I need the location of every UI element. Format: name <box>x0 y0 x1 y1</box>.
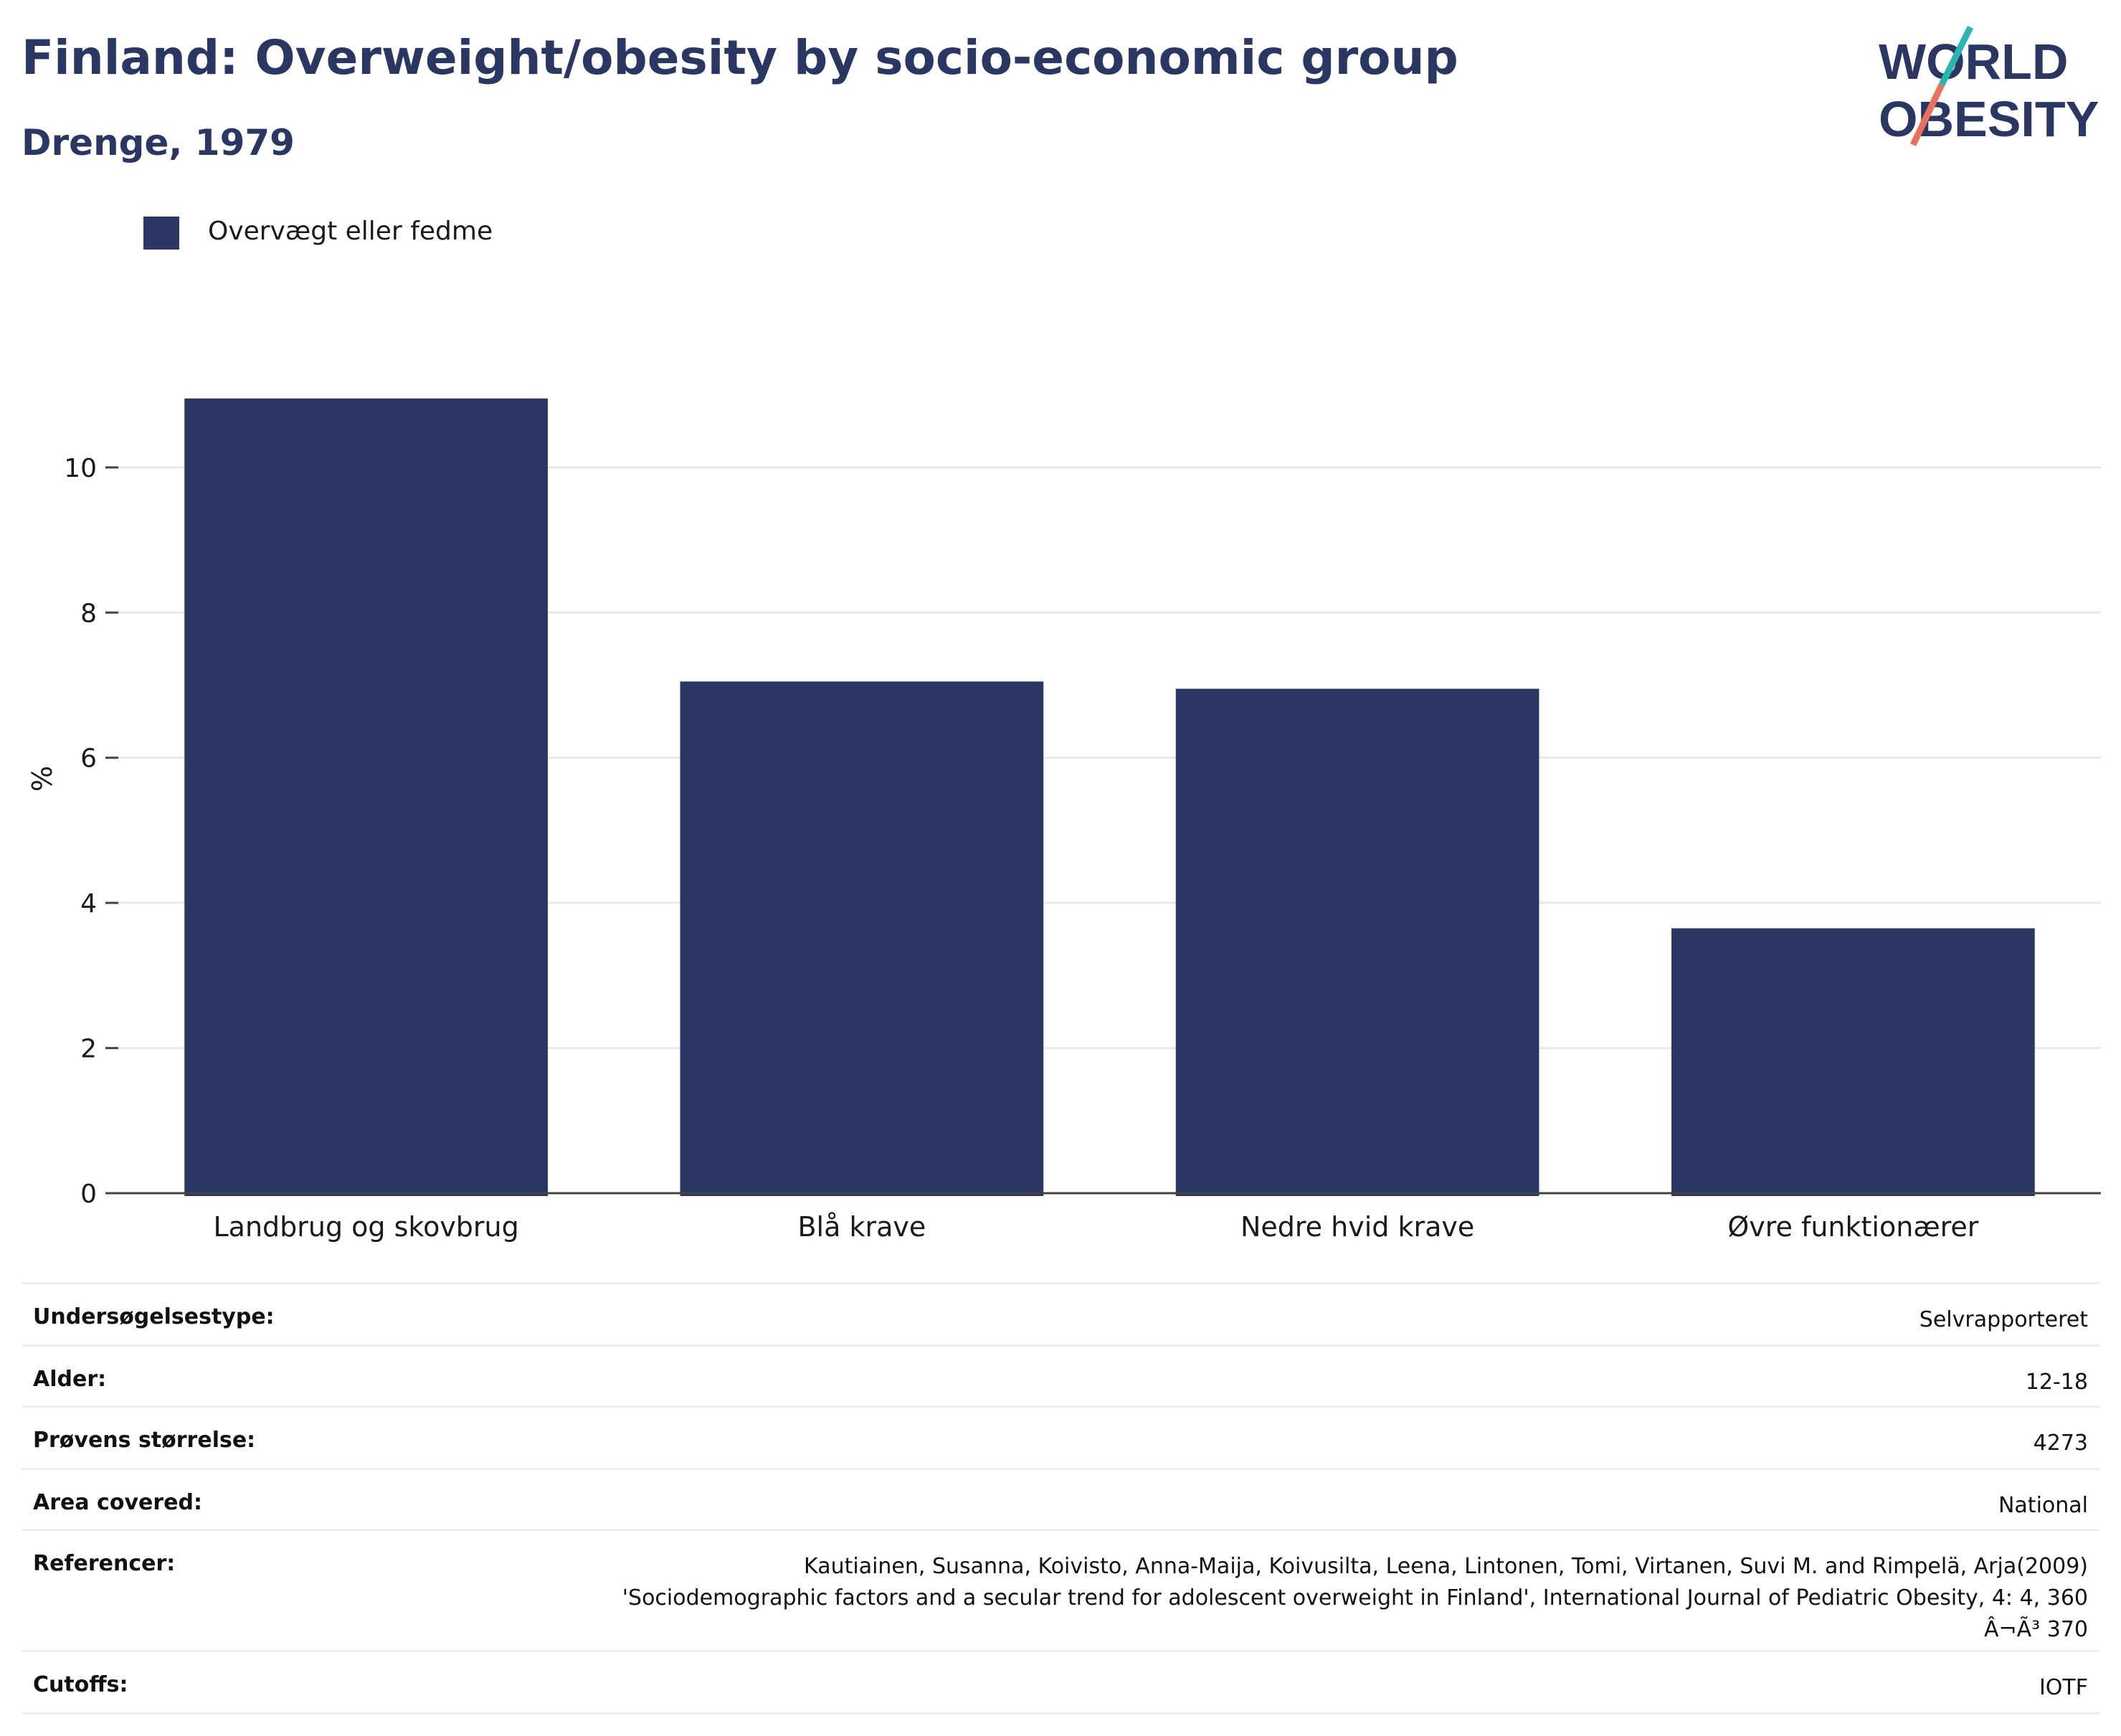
info-row: Referencer: Kautiainen, Susanna, Koivisto… <box>22 1529 2099 1650</box>
x-tick-label: Nedre hvid krave <box>1240 1211 1474 1243</box>
y-axis-label: % <box>27 766 58 792</box>
logo-line1: WORLD <box>1879 34 2068 90</box>
info-value: IOTF <box>2039 1675 2088 1700</box>
y-tick-label: 8 <box>80 599 97 628</box>
logo-slash-teal <box>1938 25 1974 87</box>
bar-chart: 0 2 4 6 8 10 Landbrug og skovbrug Blå krave Nedr… <box>27 398 2101 1243</box>
bar[interactable] <box>1175 688 1539 1196</box>
y-tick-label: 10 <box>64 454 97 483</box>
legend-swatch <box>143 217 179 250</box>
x-tick-label: Øvre funktionærer <box>1727 1211 1978 1243</box>
info-key: Cutoffs: <box>33 1672 128 1697</box>
chart-title: Finland: Overweight/obesity by socio-eco… <box>22 30 1458 85</box>
axis-layer: 0 2 4 6 8 10 Landbrug og skovbrug Blå krave Nedr… <box>64 454 2101 1243</box>
chart-subtitle: Drenge, 1979 <box>22 122 295 163</box>
info-key: Referencer: <box>33 1551 176 1576</box>
legend-label: Overvægt eller fedme <box>208 217 493 246</box>
info-value-line: 'Sociodemographic factors and a secular … <box>622 1585 2088 1611</box>
info-row: Alder: 12-18 <box>22 1344 2099 1405</box>
world-obesity-logo: WORLD OBESITY <box>1879 25 2099 147</box>
bar[interactable] <box>680 681 1044 1196</box>
info-key: Prøvens størrelse: <box>33 1428 256 1453</box>
info-value: Kautiainen, Susanna, Koivisto, Anna-Maij… <box>622 1531 2099 1646</box>
x-tick-label: Blå krave <box>797 1211 926 1243</box>
x-tick-label: Landbrug og skovbrug <box>213 1211 518 1243</box>
bars-layer <box>184 398 2035 1196</box>
info-row: Prøvens størrelse: 4273 <box>22 1405 2099 1468</box>
info-key: Alder: <box>33 1367 107 1392</box>
info-table: Undersøgelsestype: Selvrapporteret Alder: 1… <box>22 1282 2099 1714</box>
info-row: Cutoffs: IOTF <box>22 1650 2099 1714</box>
info-value: 12-18 <box>2025 1370 2088 1395</box>
bar[interactable] <box>184 398 548 1196</box>
bar[interactable] <box>1671 928 2035 1196</box>
y-tick-label: 2 <box>80 1035 97 1064</box>
info-row: Area covered: National <box>22 1468 2099 1529</box>
y-tick-label: 0 <box>80 1180 97 1209</box>
info-value-line: Kautiainen, Susanna, Koivisto, Anna-Maij… <box>804 1554 2088 1579</box>
info-key: Area covered: <box>33 1490 202 1515</box>
y-tick-label: 4 <box>80 889 97 919</box>
logo-slash-coral <box>1909 83 1945 146</box>
info-key: Undersøgelsestype: <box>33 1304 275 1329</box>
info-value: 4273 <box>2033 1431 2088 1456</box>
info-row: Undersøgelsestype: Selvrapporteret <box>22 1282 2099 1344</box>
info-value-line: Â¬Ã³ 370 <box>1983 1617 2088 1642</box>
info-value: Selvrapporteret <box>1919 1307 2088 1332</box>
info-value: National <box>1998 1493 2088 1518</box>
y-tick-label: 6 <box>80 744 97 774</box>
